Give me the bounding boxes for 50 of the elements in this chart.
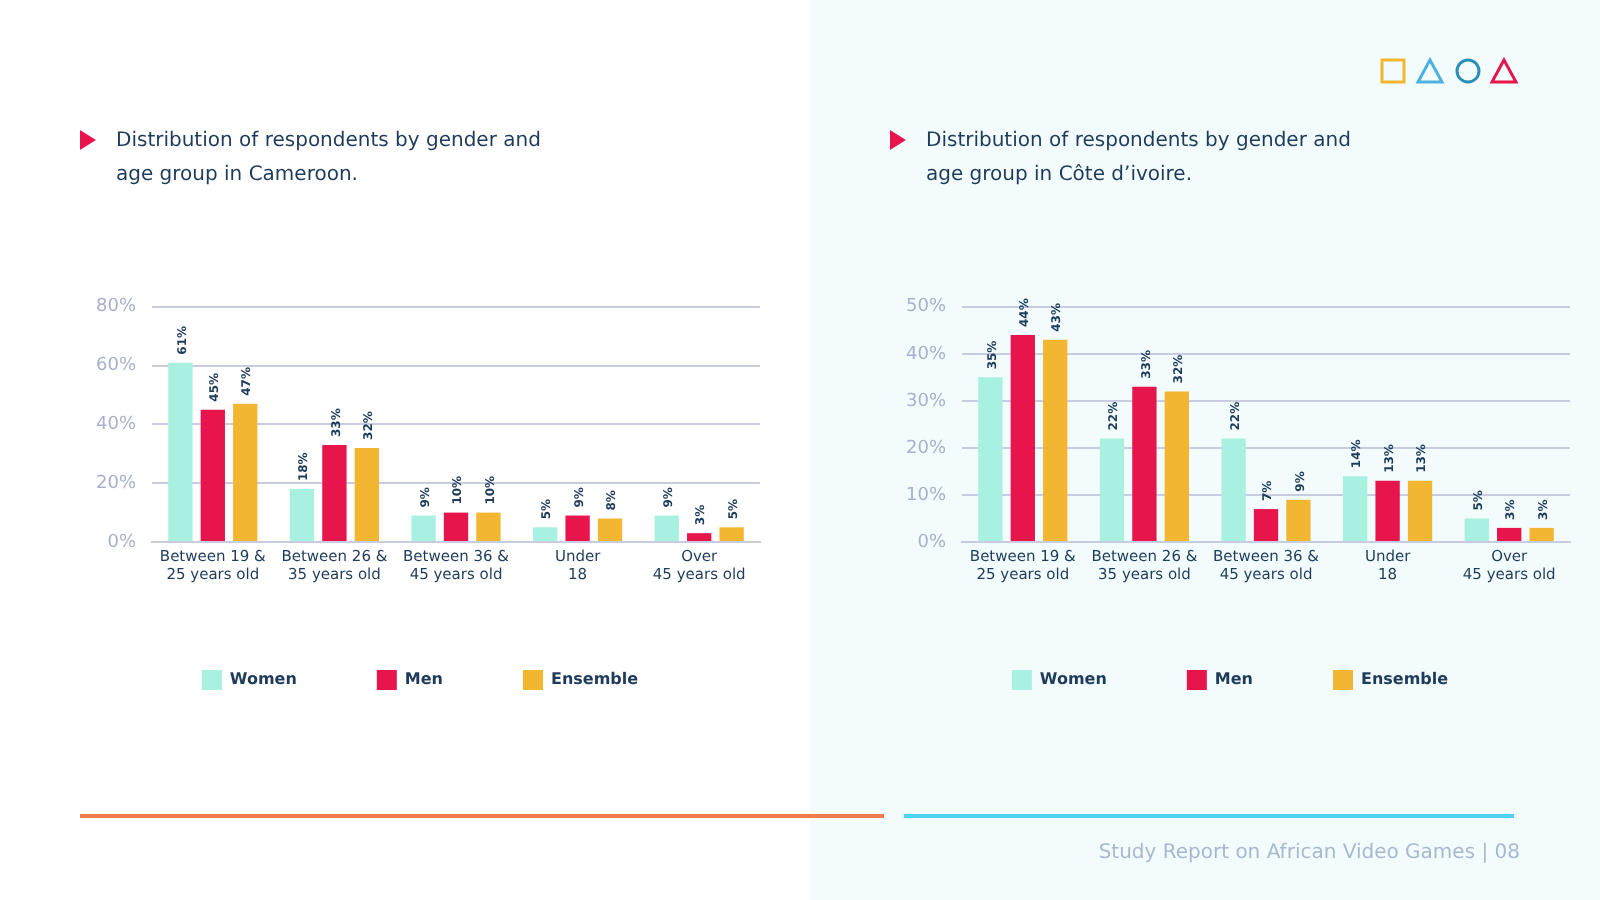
chart-title: Distribution of respondents by gender and age group in Côte d’ivoire. — [926, 130, 1351, 186]
legend-label: Women — [229, 670, 298, 689]
bar — [168, 362, 193, 541]
bar — [354, 447, 379, 541]
bar — [1099, 438, 1125, 541]
bar — [533, 527, 558, 541]
bar — [1253, 509, 1279, 541]
legend-label: Ensemble — [1361, 670, 1450, 689]
y-tick-label: 0% — [107, 532, 137, 553]
bar — [1464, 518, 1489, 541]
y-tick-label: 50% — [905, 297, 947, 318]
y-tick-label: 10% — [905, 485, 947, 506]
text: Study Report on African Video Games | 08 — [1098, 842, 1520, 864]
bar — [1043, 339, 1068, 541]
y-tick-label: 40% — [905, 344, 947, 365]
bar — [443, 512, 469, 541]
y-tick-label: 0% — [917, 532, 947, 553]
bar — [1221, 438, 1246, 541]
y-tick-label: 20% — [95, 473, 137, 494]
bar — [978, 377, 1003, 541]
legend-label: Men — [404, 670, 444, 689]
legend-label: Men — [1214, 670, 1254, 689]
legend-label: Ensemble — [551, 670, 640, 689]
bar — [322, 444, 347, 541]
bar — [687, 533, 712, 541]
chart-title: Distribution of respondents by gender and age group in Cameroon. — [116, 130, 541, 186]
bar — [233, 403, 258, 541]
bar — [1375, 480, 1400, 541]
bar — [1343, 476, 1368, 541]
bar — [719, 527, 744, 541]
bar — [565, 515, 590, 541]
y-tick-label: 40% — [95, 415, 137, 436]
bar — [1010, 335, 1035, 541]
y-tick-label: 80% — [95, 297, 137, 318]
bar — [1497, 527, 1522, 541]
bar — [1286, 499, 1311, 541]
bar — [1529, 527, 1554, 541]
y-tick-label: 60% — [95, 356, 137, 377]
bar — [200, 409, 225, 541]
bar — [289, 489, 315, 541]
bar — [1407, 480, 1433, 541]
bar — [654, 515, 679, 541]
bar — [1132, 386, 1157, 541]
y-tick-label: 30% — [905, 391, 947, 412]
bar — [411, 515, 436, 541]
bar — [597, 518, 623, 541]
legend-label: Women — [1039, 670, 1108, 689]
y-tick-label: 20% — [905, 438, 947, 459]
bar — [1164, 391, 1189, 541]
bar — [476, 512, 501, 541]
